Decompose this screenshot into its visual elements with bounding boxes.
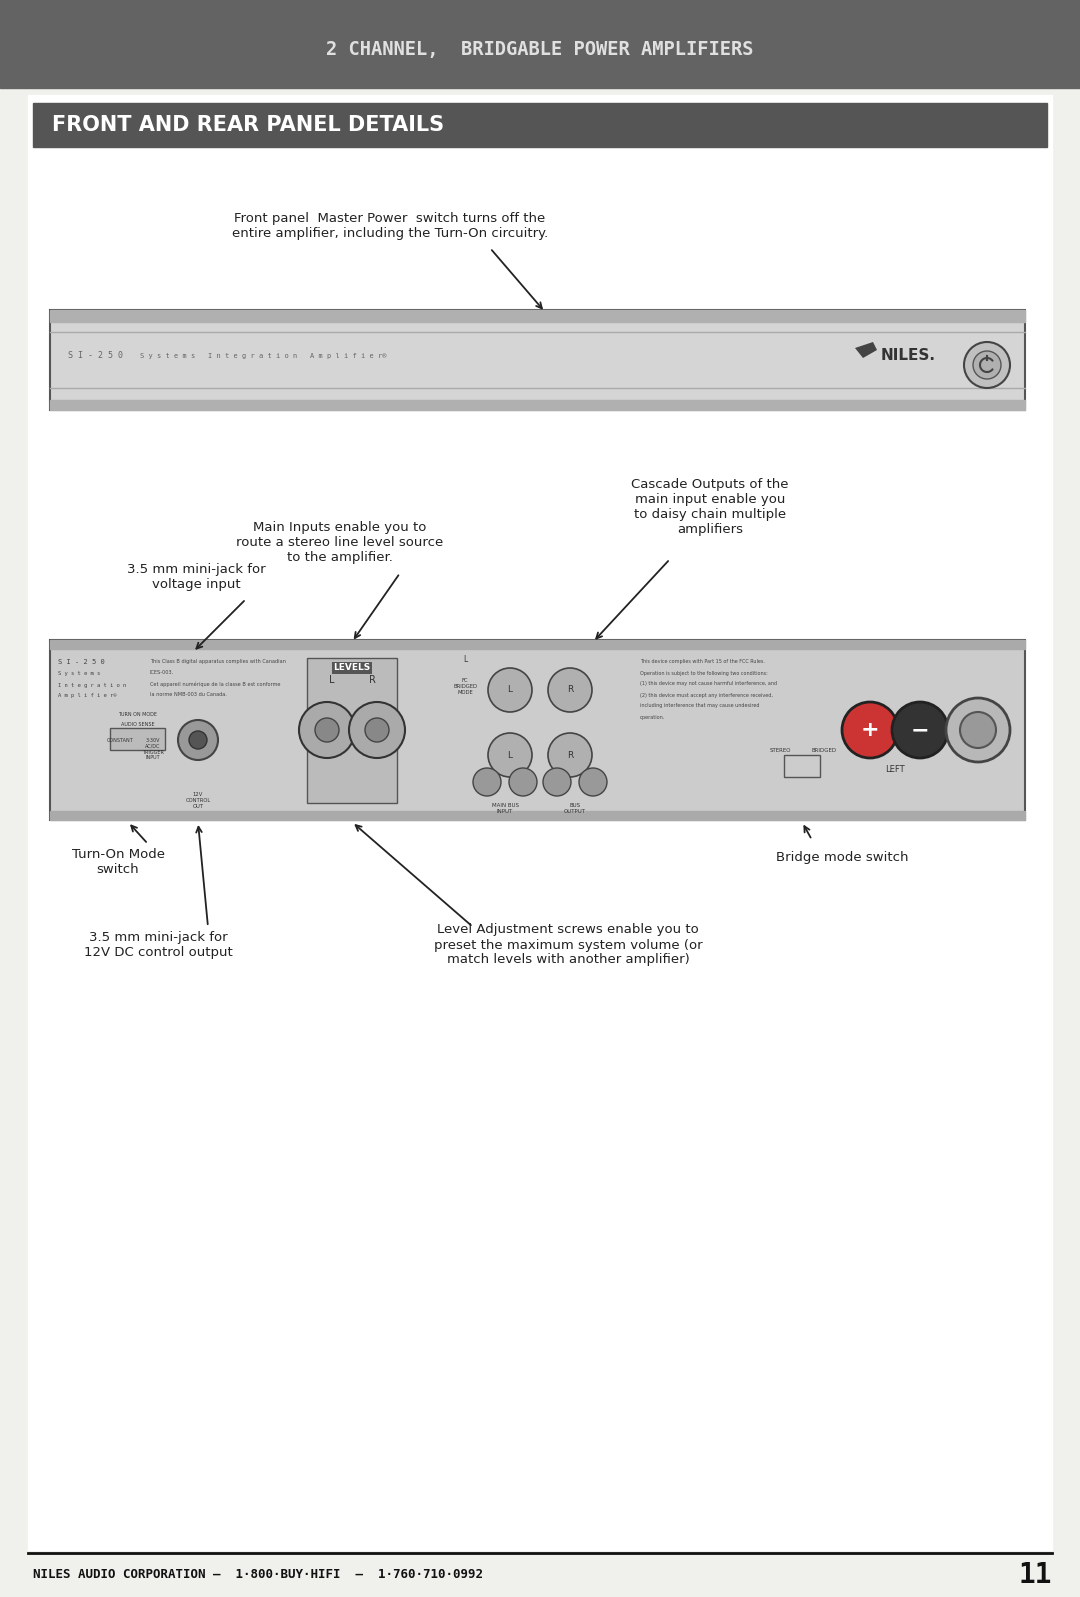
Text: A m p l i f i e r®: A m p l i f i e r® bbox=[58, 693, 117, 698]
Text: L: L bbox=[329, 676, 335, 685]
Circle shape bbox=[960, 712, 996, 747]
Text: 3-30V
AC/DC
TRIGGER
INPUT: 3-30V AC/DC TRIGGER INPUT bbox=[143, 738, 164, 760]
Text: 3.5 mm mini-jack for
voltage input: 3.5 mm mini-jack for voltage input bbox=[126, 564, 266, 591]
Bar bbox=[307, 658, 397, 803]
Circle shape bbox=[548, 733, 592, 778]
Text: This device complies with Part 15 of the FCC Rules.: This device complies with Part 15 of the… bbox=[640, 660, 765, 664]
Circle shape bbox=[365, 719, 389, 743]
Text: CONSTANT: CONSTANT bbox=[107, 738, 133, 743]
Text: 11: 11 bbox=[1018, 1560, 1052, 1589]
Bar bbox=[50, 811, 1025, 819]
Text: LEFT: LEFT bbox=[886, 765, 905, 775]
Text: ICES-003.: ICES-003. bbox=[150, 671, 174, 676]
Text: This Class B digital apparatus complies with Canadian: This Class B digital apparatus complies … bbox=[150, 660, 286, 664]
Text: S I - 2 5 0: S I - 2 5 0 bbox=[68, 351, 123, 361]
Text: BRIDGED: BRIDGED bbox=[811, 747, 837, 752]
Circle shape bbox=[579, 768, 607, 795]
Text: TURN ON MODE: TURN ON MODE bbox=[119, 712, 158, 717]
Text: 12V
CONTROL
OUT: 12V CONTROL OUT bbox=[186, 792, 211, 808]
Text: Turn-On Mode
switch: Turn-On Mode switch bbox=[71, 848, 164, 877]
Text: BUS
OUTPUT: BUS OUTPUT bbox=[564, 803, 586, 814]
Text: L: L bbox=[508, 751, 513, 760]
Bar bbox=[33, 102, 1047, 147]
Text: +: + bbox=[861, 720, 879, 739]
Text: NILES.: NILES. bbox=[881, 348, 936, 364]
Text: STEREO: STEREO bbox=[769, 747, 791, 752]
Polygon shape bbox=[855, 342, 877, 358]
Text: Level Adjustment screws enable you to
preset the maximum system volume (or
match: Level Adjustment screws enable you to pr… bbox=[434, 923, 702, 966]
Bar bbox=[50, 310, 1025, 410]
Circle shape bbox=[946, 698, 1010, 762]
Text: Front panel  Master Power  switch turns off the
entire ampliﬁer, including the T: Front panel Master Power switch turns of… bbox=[232, 212, 549, 240]
Text: Bridge mode switch: Bridge mode switch bbox=[775, 851, 908, 864]
Text: operation.: operation. bbox=[640, 714, 665, 720]
Text: la norme NMB-003 du Canada.: la norme NMB-003 du Canada. bbox=[150, 693, 227, 698]
Text: (1) this device may not cause harmful interference, and: (1) this device may not cause harmful in… bbox=[640, 682, 778, 687]
Circle shape bbox=[473, 768, 501, 795]
Text: FRONT AND REAR PANEL DETAILS: FRONT AND REAR PANEL DETAILS bbox=[52, 115, 444, 136]
Text: FC
BRIDGED
MODE: FC BRIDGED MODE bbox=[453, 679, 477, 695]
Text: Main Inputs enable you to
route a stereo line level source
to the ampliﬁer.: Main Inputs enable you to route a stereo… bbox=[237, 522, 444, 564]
Bar bbox=[784, 755, 820, 778]
Circle shape bbox=[842, 703, 897, 759]
Bar bbox=[50, 640, 1025, 648]
Circle shape bbox=[488, 733, 532, 778]
Circle shape bbox=[315, 719, 339, 743]
Text: Operation is subject to the following two conditions:: Operation is subject to the following tw… bbox=[640, 671, 768, 676]
Circle shape bbox=[973, 351, 1001, 378]
Circle shape bbox=[543, 768, 571, 795]
Text: MAIN BUS
INPUT: MAIN BUS INPUT bbox=[491, 803, 518, 814]
Text: NILES AUDIO CORPORATION –  1·800·BUY·HIFI  –  1·760·710·0992: NILES AUDIO CORPORATION – 1·800·BUY·HIFI… bbox=[33, 1568, 483, 1581]
Text: I n t e g r a t i o n: I n t e g r a t i o n bbox=[58, 682, 126, 687]
Bar bbox=[50, 640, 1025, 819]
Circle shape bbox=[178, 720, 218, 760]
Text: (2) this device must accept any interference received,: (2) this device must accept any interfer… bbox=[640, 693, 773, 698]
Circle shape bbox=[548, 668, 592, 712]
Circle shape bbox=[509, 768, 537, 795]
Bar bbox=[0, 0, 1080, 88]
Text: 2 CHANNEL,  BRIDGABLE POWER AMPLIFIERS: 2 CHANNEL, BRIDGABLE POWER AMPLIFIERS bbox=[326, 40, 754, 59]
Text: S y s t e m s   I n t e g r a t i o n   A m p l i f i e r®: S y s t e m s I n t e g r a t i o n A m … bbox=[140, 353, 387, 359]
Circle shape bbox=[189, 731, 207, 749]
Text: AUDIO SENSE: AUDIO SENSE bbox=[121, 722, 154, 727]
Text: S I - 2 5 0: S I - 2 5 0 bbox=[58, 660, 105, 664]
Circle shape bbox=[349, 703, 405, 759]
Text: R: R bbox=[567, 685, 573, 695]
Text: L: L bbox=[463, 655, 468, 664]
Text: including interference that may cause undesired: including interference that may cause un… bbox=[640, 704, 759, 709]
Text: R: R bbox=[567, 751, 573, 760]
Circle shape bbox=[892, 703, 948, 759]
Text: Cet appareil numérique de la classe B est conforme: Cet appareil numérique de la classe B es… bbox=[150, 682, 281, 687]
Text: R: R bbox=[368, 676, 376, 685]
Bar bbox=[110, 728, 165, 751]
Text: S y s t e m s: S y s t e m s bbox=[58, 671, 100, 677]
Text: 3.5 mm mini-jack for
12V DC control output: 3.5 mm mini-jack for 12V DC control outp… bbox=[83, 931, 232, 960]
Text: Cascade Outputs of the
main input enable you
to daisy chain multiple
ampliﬁers: Cascade Outputs of the main input enable… bbox=[631, 478, 788, 537]
Bar bbox=[50, 399, 1025, 410]
Circle shape bbox=[299, 703, 355, 759]
Text: −: − bbox=[910, 720, 929, 739]
Bar bbox=[50, 310, 1025, 323]
Text: L: L bbox=[508, 685, 513, 695]
Text: LEVELS: LEVELS bbox=[334, 663, 370, 672]
Circle shape bbox=[964, 342, 1010, 388]
Circle shape bbox=[488, 668, 532, 712]
